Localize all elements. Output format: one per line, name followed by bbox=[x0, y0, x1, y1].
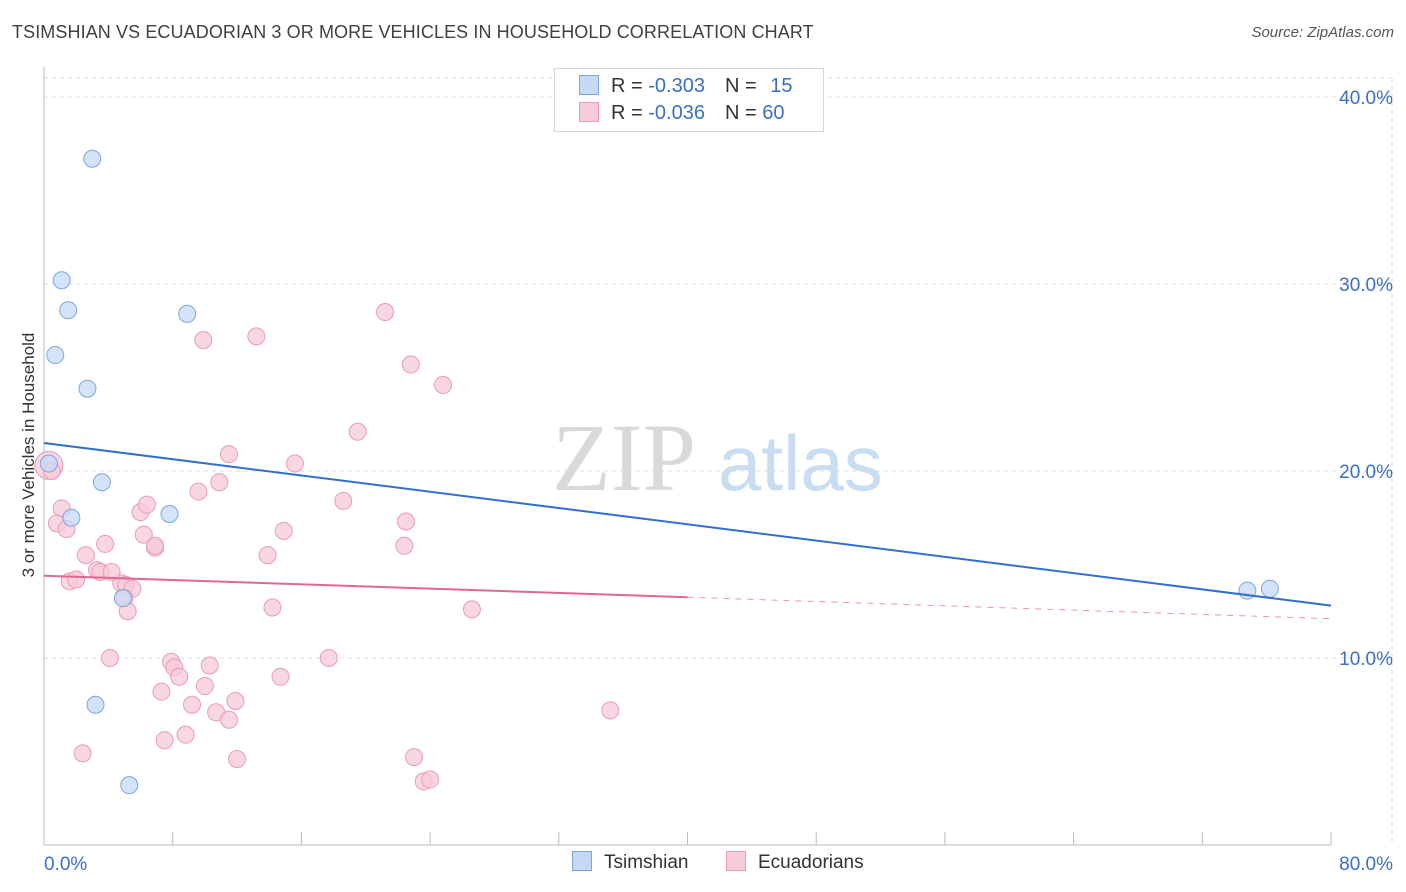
r-value: -0.036 bbox=[648, 102, 705, 124]
tsimshian-point bbox=[78, 379, 97, 398]
ecuadorian-point bbox=[258, 546, 277, 565]
tsimshian-point bbox=[39, 454, 58, 473]
tsimshian-point bbox=[120, 776, 139, 795]
ecuadorian-point bbox=[395, 536, 414, 555]
n-label: N = bbox=[724, 102, 763, 124]
tsimshian-point bbox=[62, 508, 81, 527]
tsimshian-point bbox=[59, 301, 78, 320]
ecuadorian-point bbox=[421, 770, 440, 789]
tsimshian-legend-swatch bbox=[572, 851, 592, 871]
ecuadorian-point bbox=[220, 710, 239, 729]
y-tick-label: 20.0% bbox=[1339, 462, 1393, 483]
tsimshian-point bbox=[83, 149, 102, 168]
ecuadorian-point bbox=[285, 454, 304, 473]
ecuadorian-point bbox=[73, 744, 92, 763]
x-tick-label-max: 80.0% bbox=[1339, 854, 1393, 875]
ecuadorian-point bbox=[247, 327, 266, 346]
ecuadorian-trend-line-solid bbox=[43, 574, 688, 599]
tsimshian-point bbox=[86, 695, 105, 714]
legend-row-ecuadorians: R = -0.036 N = 60 bbox=[579, 102, 784, 126]
trend-lines bbox=[43, 441, 1332, 620]
ecuadorian-point bbox=[194, 331, 213, 350]
ecuadorian-point bbox=[170, 667, 189, 686]
ecuadorian-point bbox=[76, 546, 95, 565]
ecuadorian-point bbox=[210, 473, 229, 492]
ecuadorian-point bbox=[334, 491, 353, 510]
ecuadorian-point bbox=[134, 525, 153, 544]
ecuadorian-point bbox=[155, 731, 174, 750]
y-tick-label: 30.0% bbox=[1339, 275, 1393, 296]
watermark: ZIP atlas bbox=[552, 404, 883, 511]
ecuadorians-swatch bbox=[579, 102, 599, 122]
ecuadorian-point bbox=[226, 692, 245, 711]
legend-row-tsimshian: R = -0.303 N = 15 bbox=[579, 75, 792, 99]
ecuadorian-point bbox=[401, 355, 420, 374]
ecuadorian-point bbox=[348, 422, 367, 441]
ecuadorian-point bbox=[405, 748, 424, 767]
r-label: R = bbox=[611, 75, 649, 97]
tsimshian-point bbox=[52, 271, 71, 290]
ecuadorian-point bbox=[376, 303, 395, 322]
y-axis-label: 3 or more Vehicles in Household bbox=[19, 333, 38, 578]
y-tick-label: 40.0% bbox=[1339, 88, 1393, 109]
ecuadorian-point bbox=[195, 677, 214, 696]
tsimshian-point bbox=[178, 304, 197, 323]
ecuadorian-point bbox=[228, 749, 247, 768]
ecuadorian-point bbox=[96, 534, 115, 553]
ecuadorians-points bbox=[34, 303, 620, 791]
ecuadorian-point bbox=[137, 495, 156, 514]
ecuadorian-point bbox=[189, 482, 208, 501]
ecuadorian-point bbox=[67, 570, 86, 589]
ecuadorian-point bbox=[263, 598, 282, 617]
tsimshian-point bbox=[160, 505, 179, 524]
ecuadorians-legend-swatch bbox=[726, 851, 746, 871]
tsimshian-trend-line bbox=[43, 441, 1332, 607]
ecuadorian-point bbox=[152, 682, 171, 701]
ecuadorian-point bbox=[146, 536, 165, 555]
ecuadorians-legend-label: Ecuadorians bbox=[758, 852, 864, 873]
correlation-legend: R = -0.303 N = 15 R = -0.036 N = 60 bbox=[554, 68, 824, 132]
ecuadorian-point bbox=[462, 600, 481, 619]
ecuadorian-point bbox=[271, 667, 290, 686]
ecuadorian-point bbox=[396, 512, 415, 531]
r-value: -0.303 bbox=[648, 75, 705, 97]
ecuadorian-point bbox=[601, 701, 620, 720]
ecuadorian-point bbox=[274, 521, 293, 540]
n-value: 60 bbox=[762, 102, 785, 124]
chart-title: TSIMSHIAN VS ECUADORIAN 3 OR MORE VEHICL… bbox=[12, 22, 814, 42]
ecuadorian-point bbox=[433, 375, 452, 394]
ecuadorian-trend-line-dashed bbox=[687, 596, 1332, 620]
ecuadorian-point bbox=[319, 649, 338, 667]
bottom-legend-ecuadorians: Ecuadorians bbox=[726, 851, 864, 874]
source-label: Source: ZipAtlas.com bbox=[1251, 24, 1394, 41]
bottom-legend-tsimshian: Tsimshian bbox=[572, 851, 688, 874]
tsimshian-legend-label: Tsimshian bbox=[604, 852, 689, 873]
tsimshian-point bbox=[1260, 579, 1279, 598]
watermark-atlas: atlas bbox=[718, 419, 883, 507]
r-label: R = bbox=[611, 102, 649, 124]
tsimshian-swatch bbox=[579, 75, 599, 95]
n-label: N = bbox=[724, 75, 763, 97]
ecuadorian-point bbox=[176, 725, 195, 744]
tsimshian-point bbox=[46, 346, 65, 365]
n-value: 15 bbox=[770, 75, 793, 97]
x-tick-label-min: 0.0% bbox=[44, 854, 87, 875]
tick-labels: 10.0% 20.0% 30.0% 40.0% 0.0% 80.0% bbox=[44, 88, 1393, 875]
ecuadorian-point bbox=[102, 562, 121, 581]
tsimshian-point bbox=[92, 473, 111, 492]
ecuadorian-point bbox=[200, 656, 219, 675]
ecuadorian-point bbox=[100, 649, 119, 667]
ecuadorian-point bbox=[220, 445, 239, 464]
ecuadorian-point bbox=[183, 695, 202, 714]
tsimshian-points bbox=[39, 149, 1279, 795]
tsimshian-point bbox=[113, 589, 132, 608]
y-tick-label: 10.0% bbox=[1339, 649, 1393, 670]
watermark-zip: ZIP bbox=[552, 404, 696, 511]
